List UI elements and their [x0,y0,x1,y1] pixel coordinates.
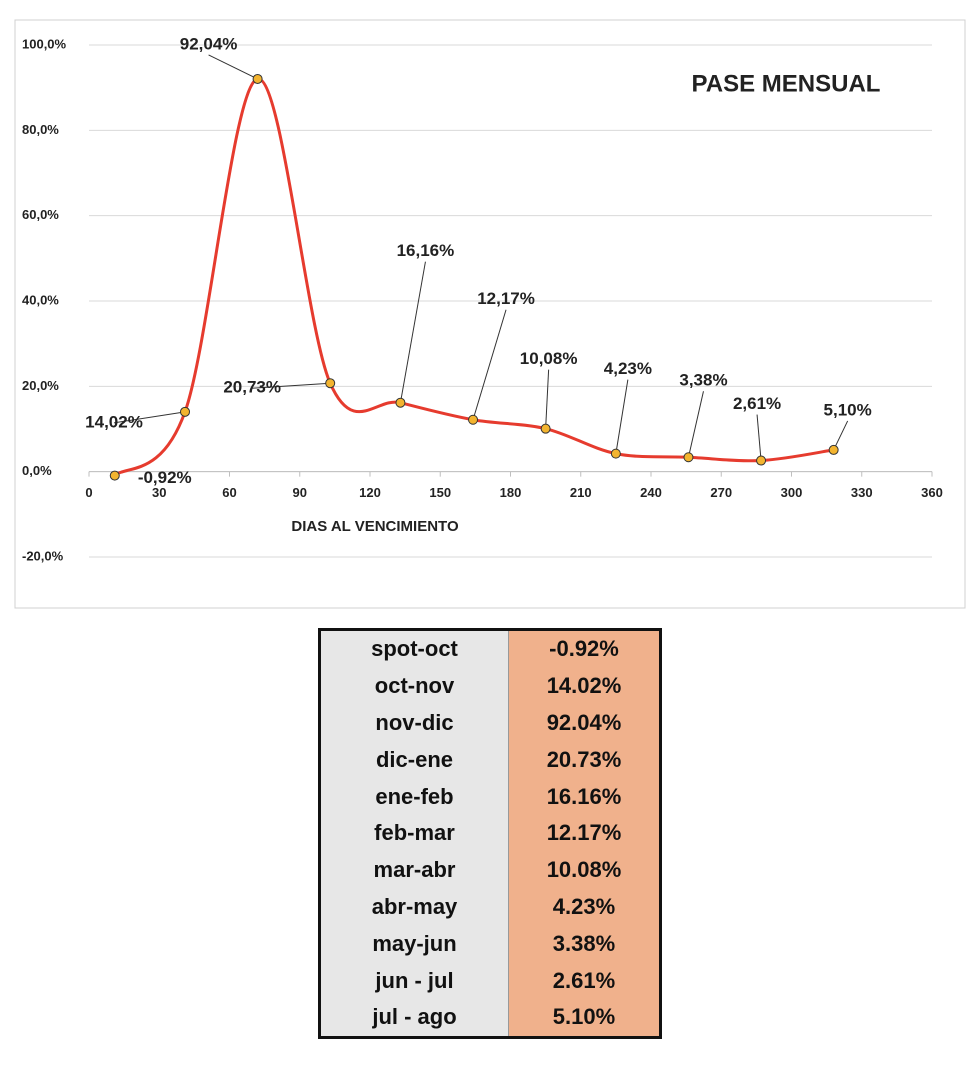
label-cell: jun - jul [319,962,509,999]
data-label: 4,23% [604,359,652,378]
label-cell: spot-oct [319,629,509,668]
leader-line [545,369,550,429]
label-cell: ene-feb [319,778,509,815]
table-row: jul - ago 5.10% [319,998,661,1038]
chart: PASE MENSUAL DIAS AL VENCIMIENTO -20,0% 0… [14,19,966,609]
label-cell: abr-may [319,888,509,926]
leader-line [833,420,849,451]
table-row: ene-feb 16.16% [319,778,661,815]
label-cell: mar-abr [319,851,509,889]
leader-line [113,411,186,424]
x-tick-label: 300 [781,485,803,500]
y-tick-label: 0,0% [22,463,52,478]
x-tick-label: 270 [710,485,732,500]
y-tick-label: 60,0% [22,207,59,222]
value-cell: 20.73% [508,741,661,779]
x-tick-label: 240 [640,485,662,500]
y-tick-label: 100,0% [22,36,67,51]
x-tick-label: 180 [500,485,522,500]
value-cell: 2.61% [508,962,661,999]
x-tick-label: 330 [851,485,873,500]
x-axis-label: DIAS AL VENCIMIENTO [291,518,459,535]
y-tick-label: 80,0% [22,122,59,137]
value-cell: -0.92% [508,629,661,668]
marker [180,406,191,417]
value-cell: 3.38% [508,925,661,963]
table-row: dic-ene 20.73% [319,741,661,779]
leader-line [615,379,629,454]
chart-title: PASE MENSUAL [692,70,881,97]
table-row: nov-dic 92.04% [319,704,661,742]
table-row: oct-nov 14.02% [319,667,661,705]
value-cell: 4.23% [508,888,661,926]
table-row: mar-abr 10.08% [319,851,661,889]
x-tick-label: 60 [222,485,236,500]
marker [540,423,551,434]
value-cell: 5.10% [508,998,661,1038]
y-tick-label: -20,0% [22,548,64,563]
data-label: 14,02% [85,412,143,431]
data-label: 3,38% [679,371,727,390]
value-cell: 16.16% [508,778,661,815]
label-cell: oct-nov [319,667,509,705]
data-label: 92,04% [180,34,238,53]
data-label: -0,92% [138,468,192,487]
y-tick-label: 20,0% [22,378,59,393]
table-row: abr-may 4.23% [319,888,661,926]
marker [109,470,120,481]
marker [610,448,621,459]
x-tick-label: 0 [85,485,92,500]
x-tick-label: 90 [293,485,307,500]
x-tick-label: 210 [570,485,592,500]
data-label: 2,61% [733,394,781,413]
marker [828,444,839,455]
data-label: 5,10% [824,400,872,419]
x-tick-label: 120 [359,485,381,500]
value-cell: 92.04% [508,704,661,742]
table-row: jun - jul 2.61% [319,962,661,999]
leader-line [756,414,762,461]
marker [756,455,767,466]
leader-line [208,54,258,80]
value-cell: 14.02% [508,667,661,705]
y-tick-label: 40,0% [22,292,59,307]
table-row: spot-oct -0.92% [319,629,661,668]
label-cell: feb-mar [319,814,509,852]
marker [395,397,406,408]
table-row: feb-mar 12.17% [319,814,661,852]
x-tick-label: 30 [152,485,166,500]
x-tick-label: 360 [921,485,943,500]
marker [252,73,263,84]
value-cell: 10.08% [508,851,661,889]
leader-line [687,391,704,458]
leader-line [252,382,331,389]
label-cell: nov-dic [319,704,509,742]
marker [468,414,479,425]
leader-line [399,261,426,403]
table: spot-oct -0.92% oct-nov 14.02% nov-dic 92.04%… [318,628,662,1039]
data-label: 10,08% [520,349,578,368]
label-cell: may-jun [319,925,509,963]
label-cell: dic-ene [319,741,509,779]
marker [683,452,694,463]
leader-line [472,309,507,420]
data-label: 12,17% [477,289,535,308]
chart-frame [14,19,966,609]
label-cell: jul - ago [319,998,509,1038]
table-row: may-jun 3.38% [319,925,661,963]
data-label: 20,73% [223,378,281,397]
value-cell: 12.17% [508,814,661,852]
data-label: 16,16% [397,241,455,260]
x-tick-label: 150 [429,485,451,500]
marker [325,378,336,389]
